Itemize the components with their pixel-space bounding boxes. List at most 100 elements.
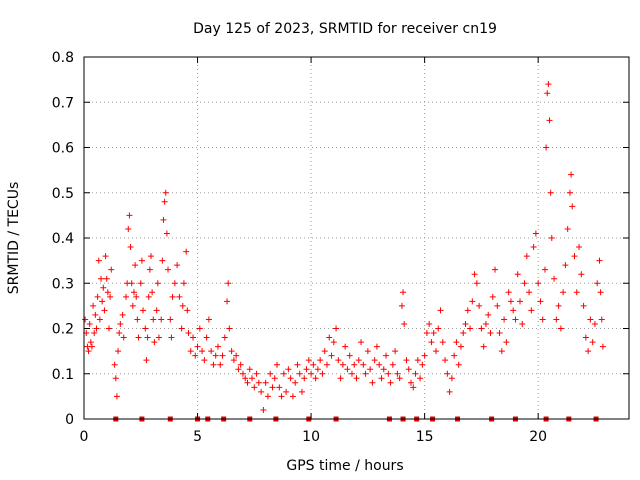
- data-point: [489, 293, 496, 300]
- data-point: [389, 361, 396, 368]
- data-point: [168, 334, 175, 341]
- data-point: [492, 266, 499, 273]
- data-point: [219, 352, 226, 359]
- data-point: [378, 375, 385, 382]
- data-point: [394, 370, 401, 377]
- data-point: [116, 330, 123, 337]
- data-point: [158, 316, 165, 323]
- data-point: [562, 262, 569, 269]
- data-point: [143, 357, 150, 364]
- data-point: [278, 393, 285, 400]
- data-point: [104, 289, 111, 296]
- x-axis-ticks: 0 5 10 15 20: [80, 57, 547, 445]
- data-point: [589, 339, 596, 346]
- data-point: [446, 388, 453, 395]
- data-point: [383, 352, 390, 359]
- data-point: [557, 325, 564, 332]
- data-point: [442, 357, 449, 364]
- data-point: [503, 339, 510, 346]
- data-point: [225, 280, 232, 287]
- data-point: [387, 379, 394, 386]
- data-point: [178, 325, 185, 332]
- x-tick-label: 10: [302, 429, 320, 445]
- data-point: [551, 275, 558, 282]
- data-point: [544, 90, 551, 97]
- data-point: [548, 235, 555, 241]
- data-point: [545, 81, 552, 88]
- data-point: [95, 257, 102, 264]
- data-point: [125, 225, 132, 232]
- data-point: [180, 280, 187, 287]
- data-point: [408, 379, 414, 386]
- data-point: [239, 370, 246, 377]
- data-point: [174, 262, 181, 269]
- data-point: [210, 361, 217, 368]
- data-point: [326, 334, 333, 341]
- data-point: [587, 316, 594, 323]
- data-point: [521, 280, 528, 287]
- data-point: [305, 357, 312, 364]
- data-point: [448, 375, 455, 382]
- data-point: [90, 302, 97, 309]
- data-point: [523, 253, 530, 260]
- data-point: [414, 357, 421, 364]
- data-point: [108, 266, 115, 273]
- data-point: [317, 357, 324, 364]
- data-point: [105, 325, 112, 332]
- data-point: [237, 361, 244, 368]
- data-point: [564, 225, 571, 232]
- y-tick-label: 0.2: [52, 322, 74, 338]
- data-point: [99, 298, 106, 305]
- data-point: [132, 262, 139, 269]
- data-point: [224, 298, 231, 305]
- data-point: [437, 307, 444, 314]
- data-point: [292, 379, 299, 386]
- data-point: [94, 293, 101, 300]
- y-tick-label: 0.5: [52, 186, 74, 202]
- data-point: [451, 352, 458, 359]
- data-point: [376, 361, 383, 368]
- data-point: [482, 320, 489, 327]
- data-point: [260, 406, 267, 413]
- data-point: [362, 370, 369, 377]
- data-point: [510, 307, 517, 314]
- data-point: [144, 334, 151, 341]
- data-point: [86, 320, 93, 327]
- data-point: [151, 339, 158, 346]
- data-point: [348, 370, 355, 377]
- data-point: [371, 357, 378, 364]
- data-point: [296, 370, 303, 377]
- data-point: [405, 366, 412, 373]
- data-point: [514, 271, 521, 278]
- data-point: [185, 330, 192, 337]
- data-point: [566, 189, 573, 196]
- data-point: [539, 316, 546, 323]
- x-tick-label: 5: [193, 429, 202, 445]
- data-point: [476, 302, 483, 309]
- data-point: [421, 352, 428, 359]
- data-point: [145, 293, 152, 300]
- data-point: [469, 298, 476, 305]
- data-point: [543, 144, 550, 151]
- data-point: [123, 293, 130, 300]
- data-point: [244, 379, 251, 386]
- data-point: [537, 298, 544, 305]
- data-point: [432, 348, 439, 355]
- data-point: [129, 302, 136, 309]
- data-point: [576, 244, 583, 251]
- data-point: [353, 375, 360, 382]
- x-axis-label: GPS time / hours: [286, 458, 403, 474]
- data-point: [235, 366, 242, 373]
- data-point: [280, 370, 287, 377]
- data-point: [233, 352, 240, 359]
- y-tick-label: 0: [65, 412, 74, 428]
- data-point: [171, 280, 178, 287]
- data-point: [190, 334, 196, 341]
- data-point: [532, 230, 539, 237]
- data-point: [597, 289, 604, 296]
- x-tick-label: 20: [529, 429, 547, 445]
- data-point: [192, 352, 199, 359]
- chart-title: Day 125 of 2023, SRMTID for receiver cn1…: [193, 21, 497, 37]
- data-point: [403, 357, 410, 364]
- data-point: [161, 198, 168, 205]
